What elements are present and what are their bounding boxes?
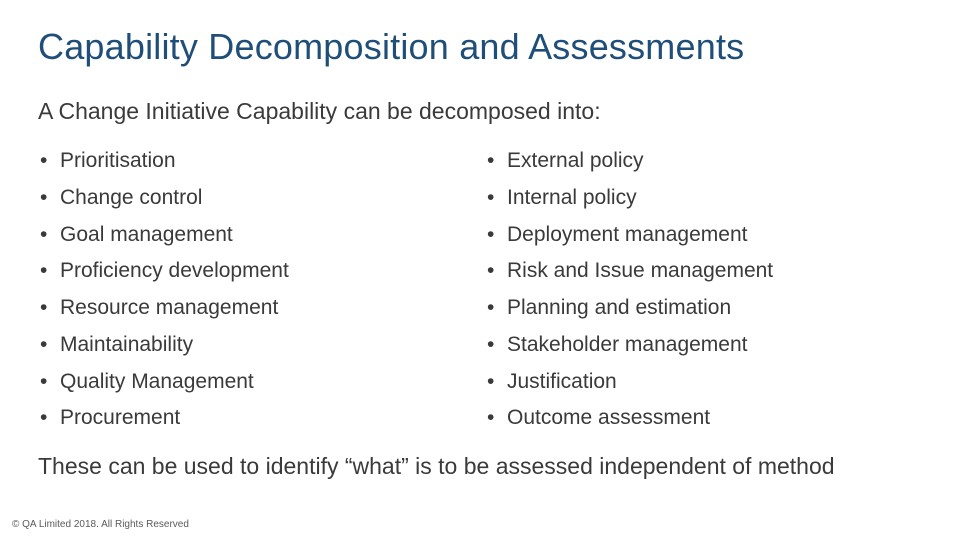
- right-list: External policy Internal policy Deployme…: [485, 143, 922, 437]
- slide-footnote: These can be used to identify “what” is …: [38, 453, 922, 480]
- list-item: Internal policy: [485, 180, 922, 217]
- list-item: Maintainability: [38, 327, 475, 364]
- list-item: Planning and estimation: [485, 290, 922, 327]
- copyright-text: © QA Limited 2018. All Rights Reserved: [12, 519, 189, 530]
- left-column: Prioritisation Change control Goal manag…: [38, 143, 475, 437]
- slide: Capability Decomposition and Assessments…: [0, 0, 960, 540]
- slide-subtitle: A Change Initiative Capability can be de…: [38, 98, 922, 125]
- list-item: Outcome assessment: [485, 400, 922, 437]
- list-item: Proficiency development: [38, 253, 475, 290]
- list-item: Risk and Issue management: [485, 253, 922, 290]
- slide-title: Capability Decomposition and Assessments: [38, 26, 922, 68]
- list-item: Stakeholder management: [485, 327, 922, 364]
- list-item: Justification: [485, 364, 922, 401]
- list-item: Goal management: [38, 217, 475, 254]
- left-list: Prioritisation Change control Goal manag…: [38, 143, 475, 437]
- list-item: External policy: [485, 143, 922, 180]
- list-item: Resource management: [38, 290, 475, 327]
- list-item: Quality Management: [38, 364, 475, 401]
- list-item: Change control: [38, 180, 475, 217]
- list-item: Prioritisation: [38, 143, 475, 180]
- list-item: Deployment management: [485, 217, 922, 254]
- right-column: External policy Internal policy Deployme…: [485, 143, 922, 437]
- bullet-columns: Prioritisation Change control Goal manag…: [38, 143, 922, 437]
- list-item: Procurement: [38, 400, 475, 437]
